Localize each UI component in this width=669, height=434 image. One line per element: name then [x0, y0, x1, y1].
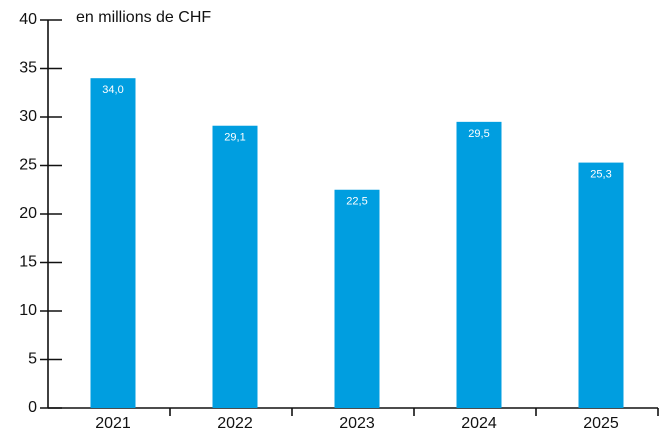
bar — [334, 189, 380, 408]
axis-label: en millions de CHF — [76, 9, 211, 26]
value-label: 29,1 — [224, 132, 245, 144]
value-label: 22,5 — [346, 196, 367, 208]
x-tick-label: 2025 — [583, 415, 619, 432]
y-tick-label: 0 — [28, 399, 37, 416]
x-tick-label: 2021 — [95, 415, 131, 432]
y-tick-label: 20 — [19, 205, 37, 222]
value-label: 25,3 — [590, 168, 611, 180]
bar — [212, 125, 258, 408]
bar — [578, 162, 624, 408]
value-label: 29,5 — [468, 128, 489, 140]
y-tick-label: 25 — [19, 157, 37, 174]
value-label: 34,0 — [102, 84, 123, 96]
x-tick-label: 2024 — [461, 415, 497, 432]
x-tick-label: 2022 — [217, 415, 253, 432]
x-tick-label: 2023 — [339, 415, 375, 432]
y-tick-label: 35 — [19, 60, 37, 77]
y-tick-label: 15 — [19, 254, 37, 271]
bar — [90, 78, 136, 408]
y-tick-label: 10 — [19, 302, 37, 319]
bar — [456, 121, 502, 408]
y-tick-label: 30 — [19, 108, 37, 125]
y-tick-label: 40 — [19, 11, 37, 28]
y-tick-label: 5 — [28, 351, 37, 368]
